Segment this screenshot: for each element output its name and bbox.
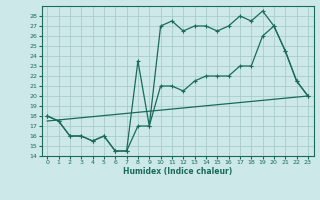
X-axis label: Humidex (Indice chaleur): Humidex (Indice chaleur) [123, 167, 232, 176]
